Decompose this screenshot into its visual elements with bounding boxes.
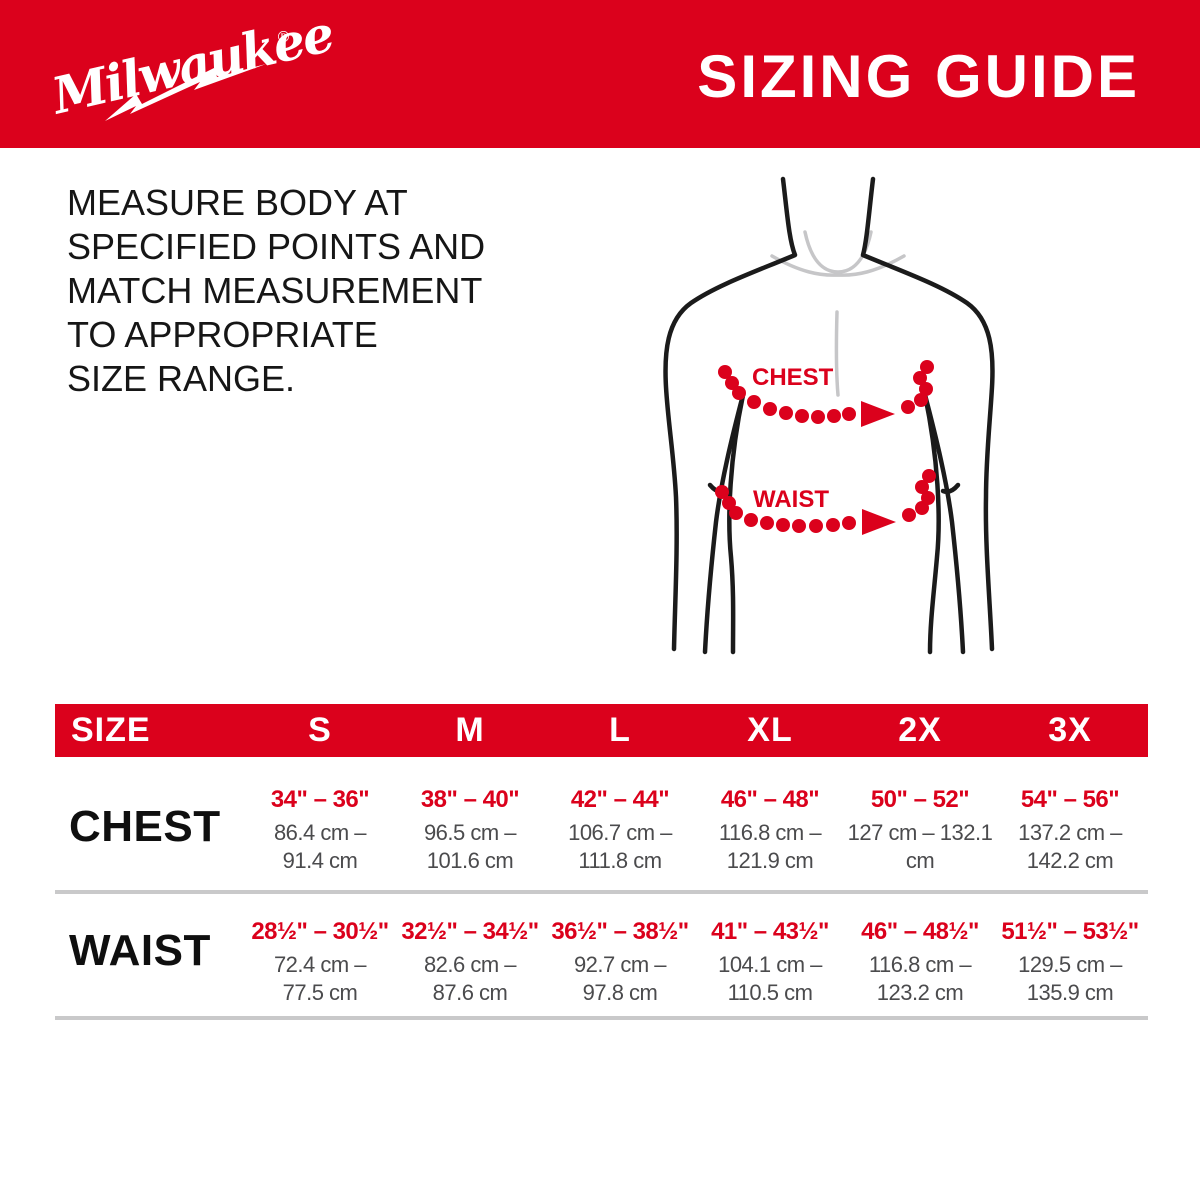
chest-cell-l: 42" – 44" 106.7 cm – 111.8 cm: [545, 770, 695, 892]
inches-range: 50" – 52": [870, 786, 970, 813]
inches-range: 41" – 43½": [711, 918, 829, 945]
milwaukee-logo: Milwaukee ®: [45, 4, 338, 126]
inches-range: 46" – 48½": [861, 918, 979, 945]
cm-range-line1: 106.7 cm –: [568, 820, 672, 845]
cm-range-line1: 116.8 cm –: [718, 820, 822, 845]
inches-range: 51½" – 53½": [1001, 918, 1139, 945]
waist-cell-m: 32½" – 34½" 82.6 cm – 87.6 cm: [395, 900, 545, 1022]
waist-measure-line: WAIST: [715, 469, 936, 535]
header-cell-3x: 3X: [1048, 711, 1092, 749]
cm-range-line1: 86.4 cm –: [273, 820, 367, 845]
cm-range-line2: 111.8 cm: [578, 848, 662, 873]
inches-range: 34" – 36": [270, 786, 370, 813]
waist-row: WAIST 28½" – 30½" 72.4 cm – 77.5 cm 32½"…: [55, 900, 1148, 1022]
row-label-waist: WAIST: [69, 926, 211, 975]
waist-cell-2x: 46" – 48½" 116.8 cm – 123.2 cm: [845, 900, 995, 1022]
chest-label: CHEST: [752, 364, 834, 391]
inches-range: 54" – 56": [1020, 786, 1120, 813]
intro-line: MATCH MEASUREMENT: [67, 270, 483, 311]
cm-range-line1: 96.5 cm –: [423, 820, 517, 845]
cm-range-line1: 72.4 cm –: [273, 952, 367, 977]
cm-range-line2: 77.5 cm: [282, 980, 358, 1005]
chest-cell-2x: 50" – 52" 127 cm – 132.1 cm: [845, 770, 995, 892]
header-banner: Milwaukee ® SIZING GUIDE: [0, 0, 1200, 148]
size-table-header-row: SIZE S M L XL 2X 3X: [55, 704, 1148, 757]
elbow-crease-right: [940, 482, 961, 494]
header-cell-l: L: [609, 711, 631, 749]
row-divider: [55, 1016, 1148, 1020]
waist-cell-s: 28½" – 30½" 72.4 cm – 77.5 cm: [245, 900, 395, 1022]
waist-cell-l: 36½" – 38½" 92.7 cm – 97.8 cm: [545, 900, 695, 1022]
cm-range-line1: 129.5 cm –: [1018, 952, 1122, 977]
cm-range-line1: 82.6 cm –: [423, 952, 517, 977]
inches-range: 36½" – 38½": [551, 918, 689, 945]
row-label-chest: CHEST: [69, 802, 221, 851]
lightning-bolt-icon: [105, 64, 266, 121]
header-cell-size: SIZE: [71, 711, 151, 749]
intro-line: MEASURE BODY AT: [67, 182, 408, 223]
torso-outline-left: [663, 176, 798, 652]
chest-cell-xl: 46" – 48" 116.8 cm – 121.9 cm: [695, 770, 845, 892]
cm-range-line2: 91.4 cm: [282, 848, 358, 873]
intro-line: TO APPROPRIATE: [67, 314, 378, 355]
inches-range: 42" – 44": [570, 786, 670, 813]
intro-line: SIZE RANGE.: [67, 358, 296, 399]
throat-detail-line: [803, 230, 873, 274]
inches-range: 46" – 48": [720, 786, 820, 813]
torso-side-left: [727, 392, 746, 655]
cm-range-line1: 104.1 cm –: [718, 952, 822, 977]
cm-range-line1: 92.7 cm –: [573, 952, 667, 977]
sternum-detail-line: [834, 310, 840, 397]
chest-cell-m: 38" – 40" 96.5 cm – 101.6 cm: [395, 770, 545, 892]
cm-range-line2: 121.9 cm: [726, 848, 814, 873]
registered-mark: ®: [276, 28, 291, 46]
cm-range-line2: 142.2 cm: [1026, 848, 1114, 873]
row-divider: [55, 890, 1148, 894]
cm-range-line2: 101.6 cm: [426, 848, 514, 873]
cm-range-line2: 135.9 cm: [1026, 980, 1114, 1005]
cm-range-line2: 97.8 cm: [582, 980, 658, 1005]
torso-side-right: [922, 392, 941, 655]
cm-range-line2: 110.5 cm: [727, 980, 813, 1005]
waist-label: WAIST: [753, 486, 829, 513]
chest-row: CHEST 34" – 36" 86.4 cm – 91.4 cm 38" – …: [55, 770, 1148, 892]
inches-range: 32½" – 34½": [401, 918, 539, 945]
collarbone-detail-line: [770, 254, 906, 277]
inner-arm-right: [922, 392, 966, 655]
page-title: SIZING GUIDE: [697, 43, 1140, 110]
inches-range: 28½" – 30½": [251, 918, 389, 945]
intro-text: MEASURE BODY AT SPECIFIED POINTS AND MAT…: [67, 181, 547, 401]
body-figure: CHEST WAIST: [663, 176, 995, 655]
milwaukee-wordmark: Milwaukee: [45, 4, 338, 126]
inner-arm-left: [702, 392, 746, 655]
cm-range-line2: cm: [905, 848, 935, 873]
header-cell-s: S: [308, 711, 332, 749]
waist-cell-xl: 41" – 43½" 104.1 cm – 110.5 cm: [695, 900, 845, 1022]
inches-range: 38" – 40": [420, 786, 520, 813]
cm-range-line1: 137.2 cm –: [1018, 820, 1122, 845]
cm-range-line2: 123.2 cm: [876, 980, 964, 1005]
chest-arrow-icon: [861, 401, 895, 427]
cm-range-line2: 87.6 cm: [432, 980, 508, 1005]
header-cell-2x: 2X: [898, 711, 942, 749]
intro-line: SPECIFIED POINTS AND: [67, 226, 486, 267]
chest-cell-3x: 54" – 56" 137.2 cm – 142.2 cm: [995, 770, 1145, 892]
torso-outline-right: [860, 176, 995, 652]
cm-range-line1: 116.8 cm –: [868, 952, 972, 977]
cm-range-line1: 127 cm – 132.1: [847, 820, 993, 845]
header-cell-xl: XL: [747, 711, 793, 749]
waist-arrow-icon: [862, 509, 896, 535]
chest-measure-line: CHEST: [718, 360, 934, 427]
waist-cell-3x: 51½" – 53½" 129.5 cm – 135.9 cm: [995, 900, 1145, 1022]
header-cell-m: M: [455, 711, 485, 749]
chest-cell-s: 34" – 36" 86.4 cm – 91.4 cm: [245, 770, 395, 892]
